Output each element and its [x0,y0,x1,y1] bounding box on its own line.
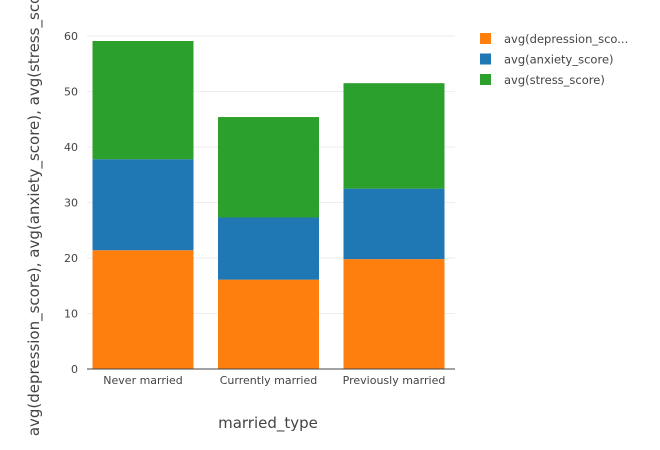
bar-segment-avg-depression-score[interactable] [92,250,194,369]
x-axis-title: married_type [218,414,318,433]
x-tick-label: Previously married [343,374,446,387]
y-tick-label: 10 [64,308,78,321]
y-tick-label: 60 [64,30,78,43]
legend-item[interactable]: avg(anxiety_score) [480,53,614,67]
bar-segment-avg-anxiety-score[interactable] [92,159,194,251]
legend[interactable]: avg(depression_sco... avg(anxiety_score)a… [480,32,628,87]
bar-segment-avg-depression-score[interactable] [343,259,445,369]
legend-swatch [480,33,491,44]
y-tick-label: 50 [64,86,78,99]
bar-segment-avg-anxiety-score[interactable] [218,217,319,280]
y-tick-label: 20 [64,252,78,265]
x-tick-label: Currently married [220,374,318,387]
legend-label: avg(stress_score) [504,73,605,87]
y-tick-label: 0 [71,363,78,376]
legend-item[interactable]: avg(stress_score) [480,73,605,87]
legend-label: avg(depression_sco... [504,32,628,46]
y-tick-label: 30 [64,197,78,210]
bar-segment-avg-depression-score[interactable] [218,279,319,369]
x-tick-label: Never married [103,374,182,387]
bars [92,40,445,369]
bar-segment-avg-stress-score[interactable] [218,117,319,218]
bar-segment-avg-stress-score[interactable] [92,40,194,160]
legend-item[interactable]: avg(depression_sco... [480,32,628,46]
legend-swatch [480,74,491,85]
y-axis-title: avg(depression_score), avg(anxiety_score… [25,0,44,436]
bar-segment-avg-stress-score[interactable] [343,83,445,189]
y-tick-labels: 0 10 20 30 40 50 60 [64,30,78,376]
y-tick-label: 40 [64,141,78,154]
legend-swatch [480,53,491,65]
legend-label: avg(anxiety_score) [504,53,614,67]
x-tick-labels: Never married Currently married Previously… [103,374,445,387]
bar-segment-avg-anxiety-score[interactable] [343,188,445,260]
